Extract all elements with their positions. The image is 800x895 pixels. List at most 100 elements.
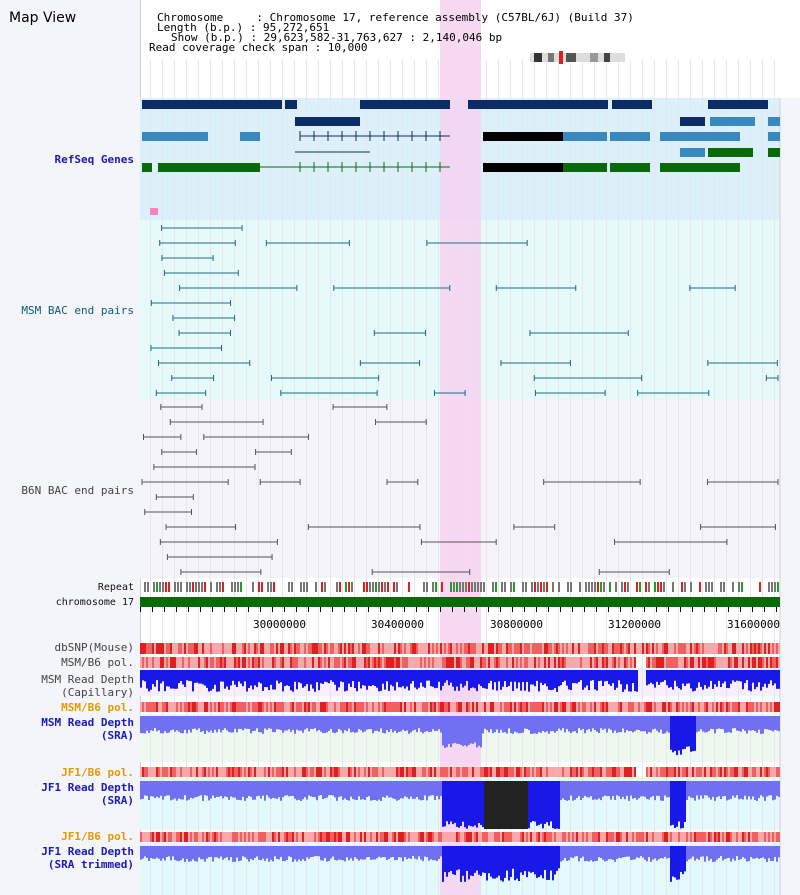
- msm-pol-strip: [394, 657, 396, 668]
- dbsnp-strip: [750, 643, 752, 654]
- jf1-pol-2-strip: [210, 832, 212, 842]
- track-label-msm-bac[interactable]: MSM BAC end pairs: [21, 304, 134, 317]
- msm-pol-strip: [338, 657, 340, 668]
- dbsnp-strip: [376, 643, 378, 654]
- msm-depth-sra-bar: [474, 716, 476, 743]
- dbsnp-strip: [596, 643, 598, 654]
- jf1-depth-sra-bar: [772, 781, 774, 801]
- jf1-pol-strip: [172, 767, 174, 777]
- msm-pol-2-strip: [376, 702, 378, 712]
- jf1-depth-sra-bar: [252, 781, 254, 800]
- jf1-pol-2-strip: [320, 832, 322, 842]
- jf1-depth-trim-bar: [274, 846, 276, 857]
- jf1-pol-strip: [714, 767, 716, 777]
- jf1-pol-strip: [490, 767, 492, 777]
- msm-pol-2-strip: [576, 702, 578, 712]
- repeat-element: [501, 582, 503, 592]
- msm-pol-2-strip: [648, 702, 650, 712]
- msm-pol-strip: [418, 657, 420, 668]
- msm-depth-sra-bar: [256, 716, 258, 729]
- msm-depth-sra-bar: [148, 716, 150, 733]
- msm-pol-strip: [546, 657, 548, 668]
- dbsnp-strip: [516, 643, 518, 654]
- msm-pol-2-strip: [206, 702, 208, 712]
- track-label-msm-depth-capillary[interactable]: MSM Read Depth (Capillary): [41, 673, 134, 699]
- jf1-depth-sra-bar: [640, 781, 642, 797]
- jf1-depth-trim-bar: [146, 846, 148, 858]
- jf1-depth-sra-bar: [722, 781, 724, 797]
- msm-depth-capillary-bar: [758, 670, 760, 683]
- msm-depth-sra-bar: [748, 716, 750, 731]
- msm-depth-sra-bar: [352, 716, 354, 732]
- msm-depth-capillary-bar: [772, 670, 774, 686]
- jf1-depth-sra-bar: [212, 781, 214, 796]
- msm-pol-strip: [412, 657, 414, 668]
- msm-pol-strip: [618, 657, 620, 668]
- jf1-depth-sra-bar: [286, 781, 288, 796]
- jf1-depth-sra-peak: [476, 781, 478, 828]
- msm-depth-capillary-bar: [176, 670, 178, 689]
- jf1-pol-2-strip: [638, 832, 640, 842]
- jf1-pol-strip: [156, 767, 158, 777]
- jf1-pol-strip: [202, 767, 204, 777]
- msm-depth-sra-bar: [570, 716, 572, 734]
- jf1-pol-strip: [498, 767, 500, 777]
- msm-pol-strip: [160, 657, 162, 668]
- track-label-jf1-pol-2[interactable]: JF1/B6 pol.: [61, 830, 134, 843]
- jf1-depth-trim-bar: [284, 846, 286, 862]
- jf1-depth-trim-bar: [314, 846, 316, 857]
- msm-depth-sra-bar: [446, 716, 448, 748]
- track-label-repeat[interactable]: Repeat: [97, 582, 134, 593]
- msm-depth-capillary-bar: [518, 670, 520, 683]
- jf1-depth-sra-bar: [578, 781, 580, 797]
- jf1-pol-2-strip: [684, 832, 686, 842]
- jf1-pol-strip: [168, 767, 170, 777]
- jf1-depth-trim-bar: [250, 846, 252, 859]
- msm-depth-sra-bar: [476, 716, 478, 748]
- repeat-element: [465, 582, 467, 592]
- msm-pol-strip: [416, 657, 418, 668]
- msm-depth-sra-bar: [498, 716, 500, 733]
- jf1-pol-2-strip: [688, 832, 690, 842]
- dbsnp-strip: [246, 643, 248, 654]
- msm-pol-2-strip: [578, 702, 580, 712]
- jf1-pol-2-strip: [448, 832, 450, 842]
- repeat-element: [474, 582, 476, 592]
- jf1-depth-trim-peak: [482, 846, 484, 873]
- track-label-b6n-bac[interactable]: B6N BAC end pairs: [21, 484, 134, 497]
- dbsnp-strip: [588, 643, 590, 654]
- msm-depth-capillary-bar: [170, 670, 172, 689]
- track-label-msm-depth-sra[interactable]: MSM Read Depth (SRA): [41, 716, 134, 742]
- msm-depth-capillary-bar: [228, 670, 230, 690]
- jf1-pol-2-strip: [328, 832, 330, 842]
- track-label-refseq[interactable]: RefSeq Genes: [54, 153, 134, 166]
- jf1-pol-2-strip: [770, 832, 772, 842]
- track-label-msm-pol-1[interactable]: MSM/B6 pol.: [61, 656, 134, 669]
- track-label-jf1-depth-trimmed[interactable]: JF1 Read Depth (SRA trimmed): [41, 845, 134, 871]
- dbsnp-strip: [722, 643, 724, 654]
- refseq-gene: [468, 100, 608, 109]
- msm-pol-strip: [574, 657, 576, 668]
- track-label-msm-pol-2[interactable]: MSM/B6 pol.: [61, 701, 134, 714]
- jf1-pol-2-strip: [486, 832, 488, 842]
- msm-pol-2-strip: [320, 702, 322, 712]
- msm-depth-capillary-bar: [272, 670, 274, 690]
- msm-depth-sra-bar: [722, 716, 724, 730]
- track-label-jf1-depth-sra[interactable]: JF1 Read Depth (SRA): [41, 781, 134, 807]
- jf1-pol-strip: [290, 767, 292, 777]
- track-label-dbsnp[interactable]: dbSNP(Mouse): [54, 641, 134, 654]
- msm-pol-strip: [706, 657, 708, 668]
- msm-depth-sra-bar: [572, 716, 574, 732]
- jf1-depth-trim-bar: [382, 846, 384, 858]
- track-label-jf1-pol-1[interactable]: JF1/B6 pol.: [61, 766, 134, 779]
- jf1-depth-trim-bar: [586, 846, 588, 861]
- dbsnp-strip: [778, 643, 780, 654]
- msm-depth-sra-bar: [630, 716, 632, 732]
- msm-pol-strip: [296, 657, 298, 668]
- msm-depth-sra-bar: [466, 716, 468, 747]
- msm-pol-strip: [544, 657, 546, 668]
- jf1-depth-trim-bar: [738, 846, 740, 860]
- msm-depth-sra-bar: [738, 716, 740, 731]
- jf1-depth-trim-bar: [668, 846, 670, 858]
